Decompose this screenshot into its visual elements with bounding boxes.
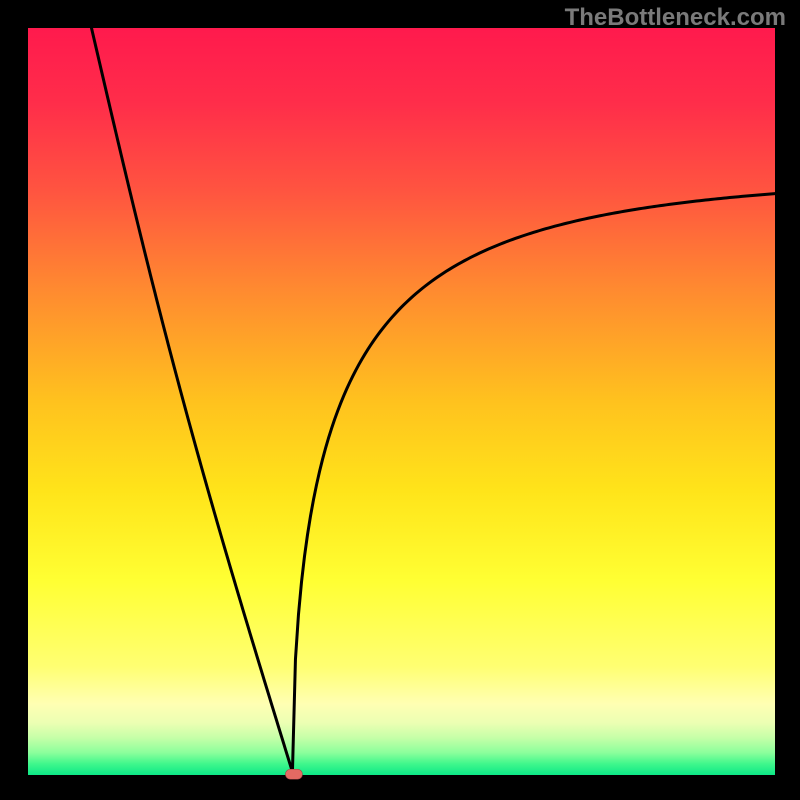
optimum-marker (285, 769, 302, 779)
chart-container: TheBottleneck.com (0, 0, 800, 800)
watermark-text: TheBottleneck.com (565, 4, 786, 32)
plot-background (28, 28, 775, 775)
chart-svg (0, 0, 800, 800)
